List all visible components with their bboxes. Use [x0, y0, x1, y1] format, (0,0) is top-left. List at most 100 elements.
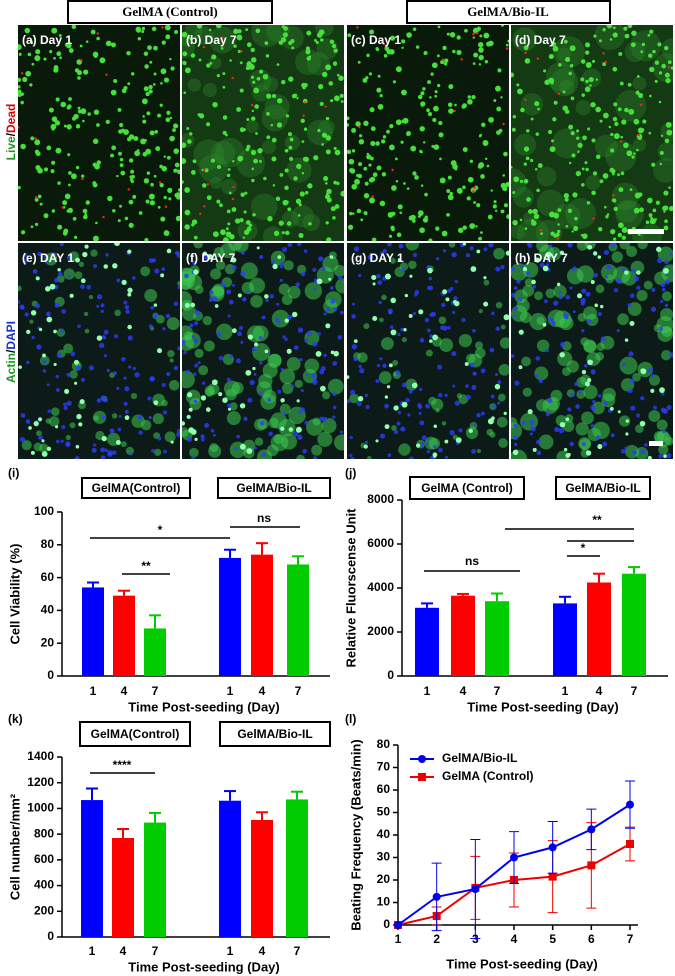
- bright-cell: [75, 444, 80, 449]
- dead-cell: [206, 183, 210, 186]
- live-cell: [146, 171, 151, 175]
- live-cell: [365, 76, 369, 80]
- bar: [287, 564, 309, 676]
- live-cell: [251, 167, 255, 171]
- y-tick-label: 20: [41, 635, 55, 649]
- nucleus: [192, 260, 197, 266]
- actin: [524, 278, 534, 287]
- live-cell: [35, 151, 41, 157]
- nucleus: [400, 426, 406, 432]
- live-cell: [287, 207, 292, 212]
- y-tick-label: 50: [377, 805, 391, 819]
- nucleus: [300, 388, 304, 393]
- nucleus: [339, 310, 344, 315]
- bright-cell: [237, 293, 242, 298]
- actin: [536, 399, 549, 412]
- nucleus: [544, 299, 548, 304]
- nucleus: [312, 456, 318, 459]
- marker: [394, 921, 402, 929]
- actin: [380, 337, 394, 351]
- live-cell: [287, 132, 293, 137]
- nucleus: [193, 399, 198, 404]
- nucleus: [114, 334, 119, 339]
- nucleus: [121, 357, 126, 362]
- nucleus: [570, 392, 575, 397]
- live-cell: [406, 32, 412, 38]
- live-cell: [334, 204, 340, 209]
- dead-cell: [460, 58, 463, 61]
- dead-cell: [232, 185, 235, 189]
- y-tick-label: 4000: [367, 580, 394, 594]
- dead-cell: [127, 188, 130, 191]
- live-cell: [222, 85, 226, 89]
- live-cell: [364, 181, 369, 186]
- live-cell: [519, 179, 524, 184]
- nucleus: [451, 351, 457, 357]
- live-cell: [166, 155, 171, 160]
- live-cell: [573, 226, 579, 232]
- live-cell: [105, 40, 112, 47]
- live-cell: [281, 79, 286, 85]
- live-cell: [184, 187, 190, 193]
- live-cell: [396, 232, 402, 238]
- bright-cell: [127, 292, 132, 297]
- marker: [432, 892, 441, 901]
- live-cell: [239, 127, 245, 133]
- bright-cell: [218, 392, 223, 397]
- actin: [611, 251, 623, 263]
- actin: [286, 357, 301, 371]
- actin: [536, 339, 550, 352]
- bright-cell: [320, 385, 326, 392]
- actin: [441, 421, 447, 426]
- actin: [499, 337, 509, 349]
- live-cell: [611, 169, 616, 174]
- live-cell: [37, 194, 42, 199]
- live-cell: [297, 214, 301, 217]
- live-cell: [357, 60, 361, 64]
- actin: [226, 411, 241, 426]
- actin: [475, 341, 484, 350]
- live-cell: [389, 35, 396, 41]
- live-cell: [145, 148, 152, 155]
- nucleus: [397, 332, 401, 337]
- nucleus: [229, 354, 233, 359]
- live-cell: [443, 62, 448, 66]
- actin: [203, 340, 215, 352]
- live-cell: [618, 51, 623, 56]
- live-cell: [285, 200, 289, 205]
- live-cell: [434, 90, 438, 94]
- live-cell: [285, 114, 290, 118]
- dead-cell: [441, 58, 445, 61]
- actin: [177, 280, 180, 286]
- live-cell: [18, 52, 22, 56]
- live-cell: [144, 64, 149, 69]
- live-cell: [553, 100, 558, 105]
- nucleus: [165, 313, 171, 319]
- live-cell: [368, 163, 372, 167]
- nucleus: [116, 386, 120, 390]
- bright-cell: [384, 395, 389, 399]
- panel-label: (d) Day 7: [515, 33, 566, 47]
- live-cell: [244, 191, 248, 195]
- live-cell: [351, 149, 356, 153]
- live-cell: [363, 192, 370, 199]
- live-cell: [613, 206, 619, 212]
- bright-cell: [600, 304, 604, 309]
- nucleus: [429, 312, 434, 317]
- live-cell: [664, 138, 670, 144]
- bright-cell: [30, 310, 37, 316]
- marker: [548, 843, 557, 852]
- nucleus: [337, 335, 343, 340]
- actin: [213, 247, 225, 258]
- cell-cluster: [629, 30, 661, 62]
- live-cell: [649, 220, 654, 224]
- live-cell: [359, 134, 363, 138]
- live-cell: [651, 162, 656, 167]
- actin: [656, 316, 673, 334]
- live-cell: [280, 37, 287, 43]
- live-cell: [197, 113, 202, 117]
- nucleus: [558, 291, 562, 295]
- nucleus: [549, 244, 553, 248]
- live-cell: [386, 129, 390, 134]
- cell-cluster: [194, 26, 214, 45]
